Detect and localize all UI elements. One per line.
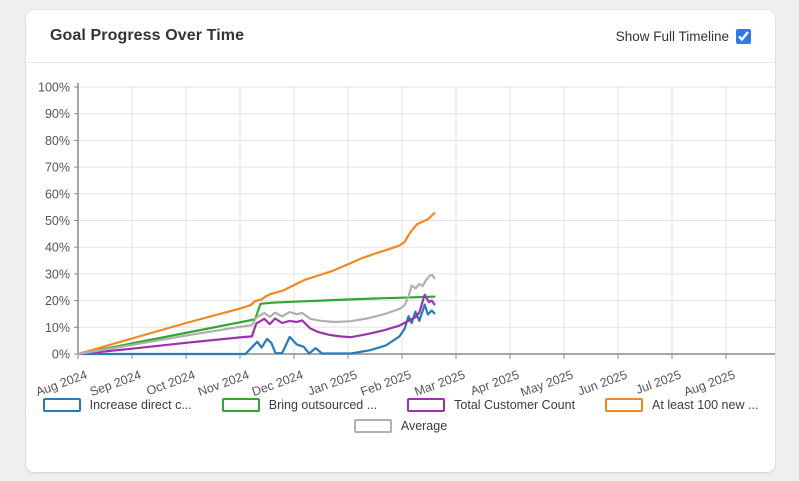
series-line-average[interactable] (76, 273, 436, 356)
x-axis-label: Aug 2025 (682, 368, 737, 398)
x-axis-label: Apr 2025 (469, 368, 522, 398)
legend-item-average[interactable]: Average (353, 419, 448, 433)
legend-item-bring-outsourced[interactable]: Bring outsourced ... (221, 398, 378, 412)
x-axis-label: Dec 2024 (250, 368, 305, 398)
y-axis-label: 20% (45, 294, 70, 308)
legend-row-1: Increase direct c... Bring outsourced ..… (42, 398, 758, 412)
legend-swatch-orange (605, 398, 644, 412)
y-axis-label: 70% (45, 161, 70, 175)
page-title: Goal Progress Over Time (50, 27, 245, 44)
legend-item-at-least-100-new[interactable]: At least 100 new ... (605, 398, 758, 412)
legend-item-increase-direct[interactable]: Increase direct c... (42, 398, 192, 412)
card-header: Goal Progress Over Time Show Full Timeli… (26, 10, 775, 63)
legend-label: At least 100 new ... (652, 398, 759, 412)
x-axis-label: Jul 2025 (634, 368, 683, 397)
legend-swatch-gray (353, 419, 392, 433)
x-axis-label: Oct 2024 (145, 368, 198, 398)
series-line-increase-direct-c[interactable] (76, 303, 436, 356)
show-full-timeline-toggle[interactable]: Show Full Timeline (615, 28, 751, 44)
legend-swatch-blue (42, 398, 81, 412)
y-axis-label: 10% (45, 321, 70, 335)
legend-label: Average (400, 419, 448, 433)
x-axis-label: Feb 2025 (359, 368, 413, 398)
x-axis-label: Nov 2024 (196, 368, 251, 398)
y-axis-label: 30% (45, 267, 70, 281)
x-axis-label: May 2025 (519, 368, 575, 398)
y-axis-label: 90% (45, 107, 70, 121)
legend-label: Total Customer Count (454, 398, 576, 412)
legend-swatch-purple (407, 398, 446, 412)
legend-label: Increase direct c... (89, 398, 192, 412)
x-axis-label: Jun 2025 (576, 368, 629, 398)
x-axis-label: Mar 2025 (413, 368, 467, 398)
y-axis-label: 80% (45, 134, 70, 148)
y-axis-label: 60% (45, 187, 70, 201)
y-axis-label: 50% (45, 214, 70, 228)
legend-item-total-customer-count[interactable]: Total Customer Count (407, 398, 575, 412)
legend-swatch-green (221, 398, 260, 412)
y-axis-label: 0% (52, 348, 70, 362)
y-axis-label: 40% (45, 241, 70, 255)
legend-label: Bring outsourced ... (268, 398, 378, 412)
series-line-bring-outsourced[interactable] (76, 295, 436, 356)
series-line-at-least-100-new[interactable] (76, 211, 436, 356)
legend-row-2: Average (353, 419, 448, 433)
series-line-total-customer-count[interactable] (76, 293, 436, 356)
x-axis-label: Aug 2024 (34, 368, 89, 398)
toggle-label: Show Full Timeline (615, 28, 729, 44)
goal-progress-chart: 0% 10% 20% 30% 40% 50% 60% 70% 80% 90% 100% Aug 202… (34, 81, 775, 398)
x-axis-label: Sep 2024 (88, 368, 143, 398)
chart-legend: Increase direct c... Bring outsourced ..… (26, 398, 775, 433)
goal-progress-card: Goal Progress Over Time Show Full Timeli… (26, 10, 775, 472)
x-axis-label: Jan 2025 (306, 368, 359, 398)
y-axis-label: 100% (38, 81, 70, 95)
show-full-timeline-checkbox[interactable] (736, 28, 751, 44)
